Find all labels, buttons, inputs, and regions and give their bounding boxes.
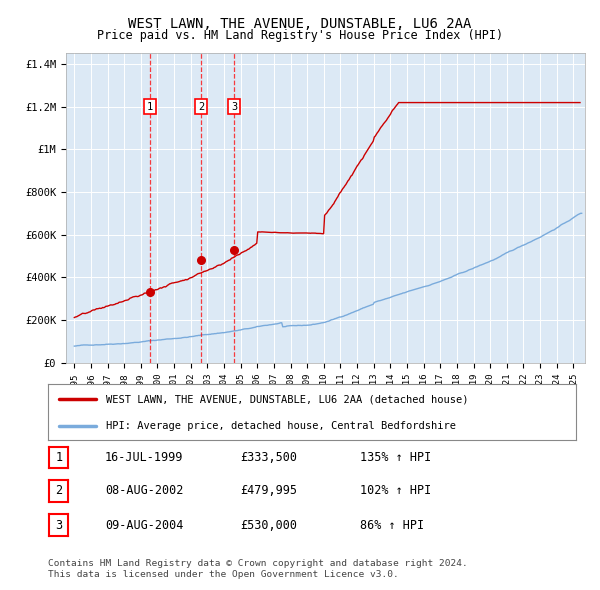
Text: Contains HM Land Registry data © Crown copyright and database right 2024.
This d: Contains HM Land Registry data © Crown c… [48,559,468,579]
Text: £530,000: £530,000 [240,519,297,532]
Text: 1: 1 [147,101,153,112]
Text: 102% ↑ HPI: 102% ↑ HPI [360,484,431,497]
Text: £333,500: £333,500 [240,451,297,464]
Text: Price paid vs. HM Land Registry's House Price Index (HPI): Price paid vs. HM Land Registry's House … [97,30,503,42]
Text: 09-AUG-2004: 09-AUG-2004 [105,519,184,532]
Text: WEST LAWN, THE AVENUE, DUNSTABLE, LU6 2AA: WEST LAWN, THE AVENUE, DUNSTABLE, LU6 2A… [128,17,472,31]
Text: 2: 2 [198,101,204,112]
Text: 3: 3 [231,101,238,112]
Text: 2: 2 [55,484,62,497]
Text: WEST LAWN, THE AVENUE, DUNSTABLE, LU6 2AA (detached house): WEST LAWN, THE AVENUE, DUNSTABLE, LU6 2A… [106,394,469,404]
Text: 08-AUG-2002: 08-AUG-2002 [105,484,184,497]
Text: HPI: Average price, detached house, Central Bedfordshire: HPI: Average price, detached house, Cent… [106,421,456,431]
Text: 135% ↑ HPI: 135% ↑ HPI [360,451,431,464]
Text: £479,995: £479,995 [240,484,297,497]
Text: 86% ↑ HPI: 86% ↑ HPI [360,519,424,532]
Text: 16-JUL-1999: 16-JUL-1999 [105,451,184,464]
Text: 1: 1 [55,451,62,464]
Text: 3: 3 [55,519,62,532]
